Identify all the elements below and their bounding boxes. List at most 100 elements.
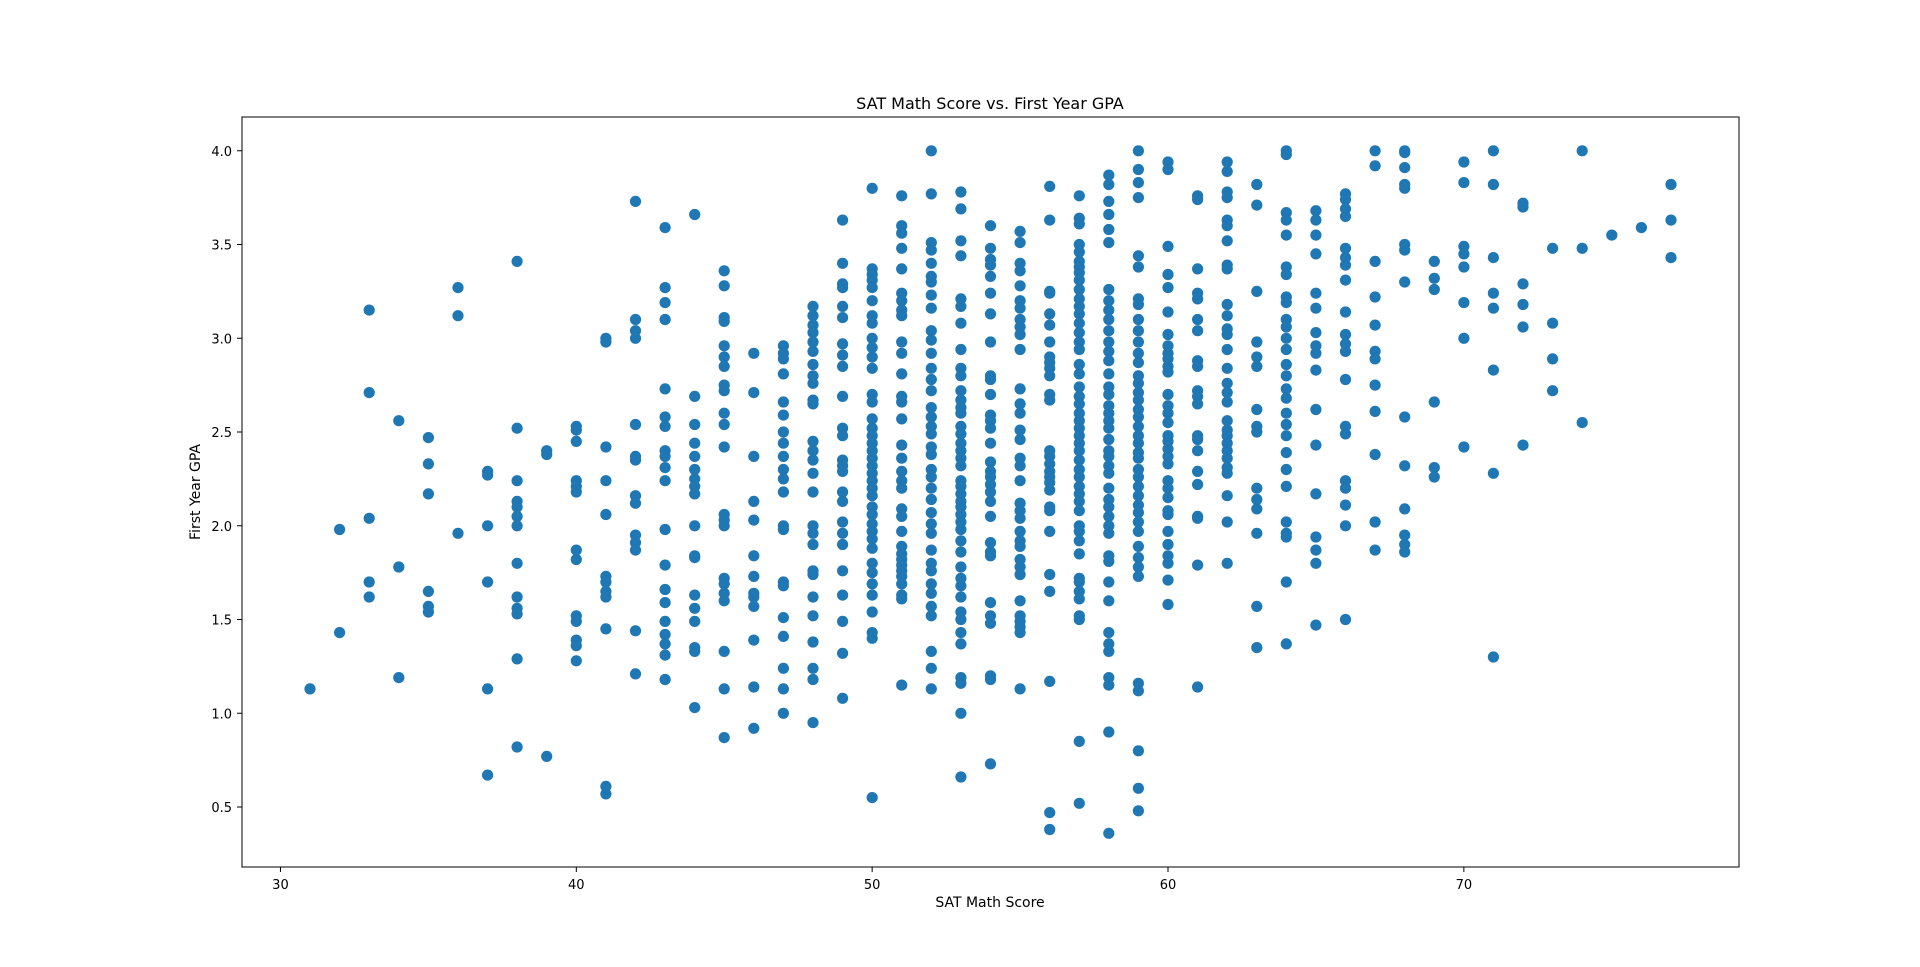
data-point	[1369, 145, 1381, 157]
data-point	[837, 565, 849, 577]
data-point	[896, 242, 908, 254]
data-point	[1192, 325, 1204, 337]
data-point	[1132, 377, 1144, 389]
data-point	[1251, 285, 1263, 297]
data-point	[1280, 576, 1292, 588]
data-point	[718, 385, 730, 397]
data-point	[955, 707, 967, 719]
data-point	[511, 520, 523, 532]
data-point	[837, 615, 849, 628]
data-point	[363, 576, 375, 588]
data-point	[925, 362, 937, 374]
data-point	[984, 597, 997, 609]
data-point	[1162, 538, 1174, 551]
data-point	[659, 615, 671, 628]
data-point	[925, 428, 937, 440]
data-point	[837, 516, 849, 528]
data-point	[689, 645, 701, 658]
data-point	[984, 259, 997, 271]
data-point	[748, 681, 760, 693]
data-point	[955, 546, 967, 558]
data-point	[896, 347, 908, 359]
data-point	[896, 295, 908, 307]
data-point	[955, 317, 967, 329]
data-point	[659, 411, 671, 423]
data-point	[1576, 145, 1588, 157]
data-point	[452, 282, 464, 294]
data-point	[1310, 214, 1322, 226]
data-point	[570, 615, 582, 628]
data-point	[1162, 525, 1174, 538]
data-point	[1221, 362, 1233, 374]
data-point	[1221, 156, 1233, 168]
data-point	[1073, 525, 1085, 538]
data-point	[511, 741, 523, 753]
data-point	[1162, 508, 1174, 521]
data-point	[718, 340, 730, 352]
x-axis-label: SAT Math Score	[935, 895, 1044, 911]
data-point	[984, 220, 997, 232]
data-point	[1428, 255, 1440, 267]
data-point	[1339, 428, 1352, 440]
data-point	[1162, 306, 1174, 318]
data-point	[925, 289, 937, 301]
data-point	[541, 750, 553, 763]
data-point	[896, 368, 908, 380]
data-point	[925, 385, 937, 397]
y-axis-label: First Year GPA	[188, 444, 204, 540]
data-point	[866, 542, 878, 554]
data-point	[837, 390, 849, 402]
data-point	[1280, 370, 1292, 382]
data-point	[1162, 268, 1174, 281]
data-point	[718, 315, 730, 327]
data-point	[1251, 482, 1263, 494]
data-point	[1369, 353, 1381, 365]
data-point	[777, 662, 790, 674]
data-point	[1280, 297, 1292, 309]
data-point	[1132, 336, 1144, 348]
data-point	[896, 190, 908, 202]
data-point	[1132, 177, 1144, 189]
data-point	[1014, 512, 1026, 524]
data-point	[511, 557, 523, 569]
data-point	[1073, 735, 1085, 748]
data-point	[1014, 568, 1026, 581]
data-point	[866, 533, 878, 545]
data-point	[984, 617, 997, 629]
data-point	[807, 568, 819, 581]
y-axis-ticks: 0.5 1.0 1.5 2.0 2.5 3.0 3.5 4.0	[211, 145, 242, 816]
data-point	[777, 473, 790, 485]
data-point	[837, 430, 849, 442]
data-point	[837, 465, 849, 477]
data-point	[334, 627, 346, 639]
data-point	[984, 550, 997, 562]
data-point	[1221, 165, 1233, 177]
data-point	[1399, 147, 1411, 159]
data-point	[718, 595, 730, 607]
data-point	[925, 402, 937, 414]
data-point	[1103, 467, 1115, 479]
data-point	[1132, 411, 1144, 423]
x-tick-label: 60	[1160, 878, 1177, 893]
data-point	[1103, 295, 1115, 307]
data-point	[925, 578, 937, 590]
data-point	[1369, 319, 1381, 331]
data-point	[955, 591, 967, 603]
data-point	[1310, 531, 1322, 543]
data-point	[1073, 495, 1085, 507]
data-point	[1014, 433, 1026, 446]
data-point	[1487, 302, 1499, 314]
data-point	[1339, 345, 1352, 357]
data-point	[1280, 463, 1292, 476]
points-layer	[304, 145, 1677, 839]
data-point	[1251, 199, 1263, 211]
data-point	[925, 662, 937, 674]
data-point	[1280, 214, 1292, 226]
data-point	[1251, 503, 1263, 515]
data-point	[837, 300, 849, 312]
data-point	[1162, 574, 1174, 586]
data-point	[1280, 430, 1292, 442]
data-point	[334, 523, 346, 536]
data-point	[1339, 193, 1352, 206]
data-point	[304, 683, 316, 695]
